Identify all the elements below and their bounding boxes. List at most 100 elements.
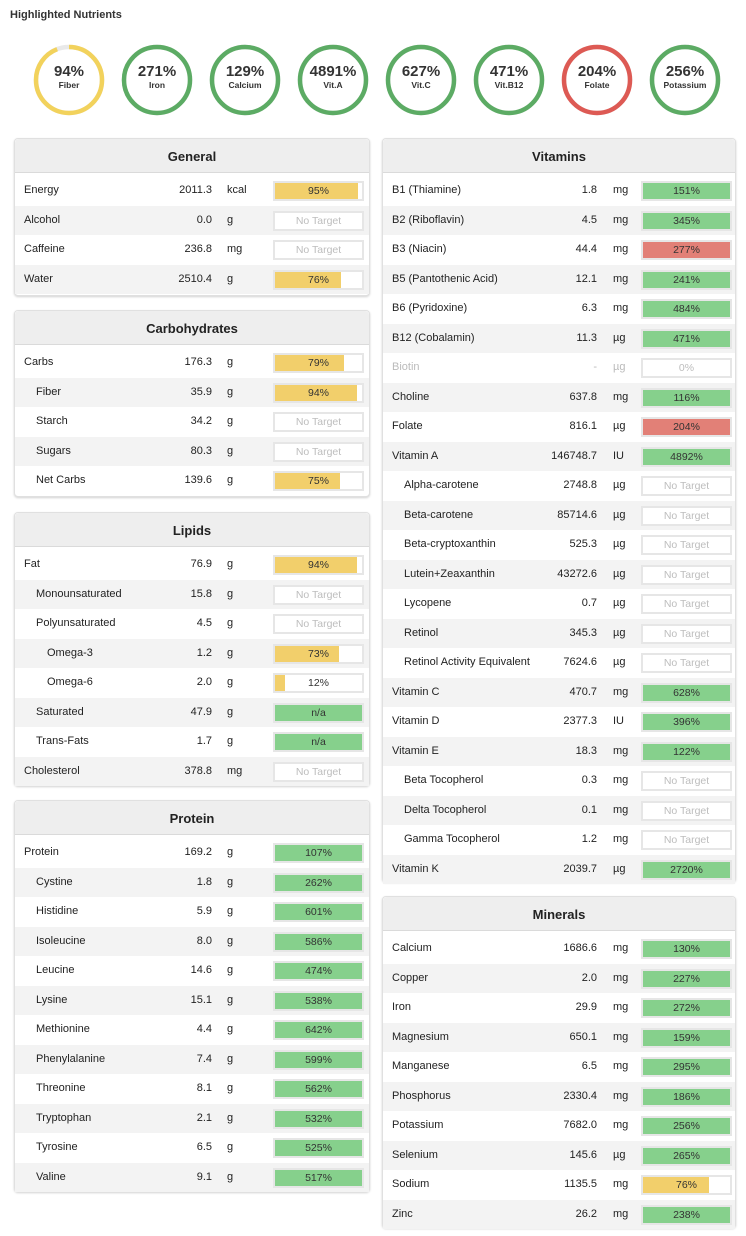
progress-label: 628% (673, 686, 700, 699)
nutrient-amount: 650.1 (569, 1030, 597, 1043)
nutrient-row[interactable]: Zinc 26.2 mg 238% (383, 1199, 735, 1229)
target-progress-bar: 238% (641, 1204, 732, 1225)
target-progress-bar: 151% (641, 181, 732, 201)
nutrient-row[interactable]: Protein 169.2 g 107% (15, 838, 369, 868)
nutrient-row[interactable]: Fat 76.9 g 94% (15, 550, 369, 580)
nutrient-row[interactable]: Vitamin D 2377.3 IU 396% (383, 707, 735, 737)
nutrient-row[interactable]: Phenylalanine 7.4 g 599% (15, 1044, 369, 1074)
nutrient-row[interactable]: Delta Tocopherol 0.1 mg No Target (383, 795, 735, 825)
ring-progress (473, 44, 545, 116)
nutrient-row[interactable]: Methionine 4.4 g 642% (15, 1015, 369, 1045)
nutrient-row[interactable]: Selenium 145.6 µg 265% (383, 1140, 735, 1170)
nutrient-row[interactable]: Histidine 5.9 g 601% (15, 897, 369, 927)
nutrient-row[interactable]: Vitamin E 18.3 mg 122% (383, 736, 735, 766)
target-progress-bar: 265% (641, 1145, 732, 1166)
nutrient-unit: mg (613, 833, 629, 845)
nutrient-row[interactable]: Polyunsaturated 4.5 g No Target (15, 609, 369, 639)
nutrient-row[interactable]: Caffeine 236.8 mg No Target (15, 235, 369, 265)
progress-label: No Target (663, 568, 710, 581)
nutrient-row[interactable]: Fiber 35.9 g 94% (15, 377, 369, 407)
nutrient-row[interactable]: Tyrosine 6.5 g 525% (15, 1133, 369, 1163)
nutrient-name: B6 (Pyridoxine) (392, 302, 468, 314)
nutrient-row[interactable]: Vitamin C 470.7 mg 628% (383, 677, 735, 707)
nutrient-row[interactable]: Folate 816.1 µg 204% (383, 412, 735, 442)
nutrient-unit: µg (613, 508, 626, 521)
nutrient-row[interactable]: Sodium 1135.5 mg 76% (383, 1170, 735, 1200)
ring-label: Folate (584, 80, 610, 90)
nutrient-name: B3 (Niacin) (392, 243, 447, 255)
nutrient-row[interactable]: Magnesium 650.1 mg 159% (383, 1022, 735, 1052)
nutrient-row[interactable]: Beta-carotene 85714.6 µg No Target (383, 500, 735, 530)
nutrient-row[interactable]: Carbs 176.3 g 79% (15, 348, 369, 378)
nutrient-row[interactable]: Potassium 7682.0 mg 256% (383, 1111, 735, 1141)
nutrient-row[interactable]: B5 (Pantothenic Acid) 12.1 mg 241% (383, 264, 735, 294)
nutrient-row[interactable]: B3 (Niacin) 44.4 mg 277% (383, 235, 735, 265)
nutrient-ring-folate: 204% Folate (559, 42, 635, 118)
nutrient-unit: mg (227, 764, 243, 777)
nutrient-name: Lutein+Zeaxanthin (404, 567, 495, 580)
nutrient-row[interactable]: Cystine 1.8 g 262% (15, 867, 369, 897)
nutrient-row[interactable]: Sugars 80.3 g No Target (15, 436, 369, 466)
nutrient-row[interactable]: Retinol 345.3 µg No Target (383, 618, 735, 648)
nutrient-row[interactable]: Omega-6 2.0 g 12% (15, 668, 369, 698)
nutrient-row[interactable]: Cholesterol 378.8 mg No Target (15, 756, 369, 786)
nutrient-row[interactable]: B6 (Pyridoxine) 6.3 mg 484% (383, 294, 735, 324)
nutrient-row[interactable]: Copper 2.0 mg 227% (383, 963, 735, 993)
nutrient-row[interactable]: Choline 637.8 mg 116% (383, 382, 735, 412)
target-progress-bar: 204% (641, 417, 732, 437)
nutrient-row[interactable]: Beta Tocopherol 0.3 mg No Target (383, 766, 735, 796)
target-progress-bar: 474% (273, 961, 364, 981)
nutrient-row[interactable]: Phosphorus 2330.4 mg 186% (383, 1081, 735, 1111)
progress-fill (275, 557, 357, 573)
nutrient-row[interactable]: Water 2510.4 g 76% (15, 264, 369, 294)
nutrient-unit: g (227, 705, 234, 718)
progress-fill (275, 874, 362, 891)
nutrient-row[interactable]: Valine 9.1 g 517% (15, 1162, 369, 1192)
nutrient-unit: g (227, 474, 234, 486)
target-progress-bar: No Target (273, 441, 364, 462)
nutrient-row[interactable]: Omega-3 1.2 g 73% (15, 638, 369, 668)
nutrient-row[interactable]: Iron 29.9 mg 272% (383, 993, 735, 1023)
ring-gauge (385, 44, 457, 116)
target-progress-bar: 599% (273, 1049, 364, 1070)
nutrient-row[interactable]: Monounsaturated 15.8 g No Target (15, 579, 369, 609)
nutrient-row[interactable]: Energy 2011.3 kcal 95% (15, 176, 369, 206)
nutrient-row[interactable]: Saturated 47.9 g n/a (15, 697, 369, 727)
nutrient-row[interactable]: Net Carbs 139.6 g 75% (15, 466, 369, 496)
nutrient-row[interactable]: Alpha-carotene 2748.8 µg No Target (383, 471, 735, 501)
nutrient-amount: 146748.7 (551, 449, 597, 462)
progress-label: 122% (673, 745, 700, 758)
progress-label: 262% (305, 876, 332, 889)
nutrient-unit: µg (613, 420, 626, 432)
nutrient-row[interactable]: Tryptophan 2.1 g 532% (15, 1103, 369, 1133)
nutrient-row[interactable]: Leucine 14.6 g 474% (15, 956, 369, 986)
nutrient-name: Omega-3 (47, 646, 93, 659)
nutrient-row[interactable]: Isoleucine 8.0 g 586% (15, 926, 369, 956)
nutrient-unit: mg (613, 184, 629, 196)
nutrient-row[interactable]: B2 (Riboflavin) 4.5 mg 345% (383, 205, 735, 235)
nutrient-row[interactable]: Starch 34.2 g No Target (15, 407, 369, 437)
nutrient-row[interactable]: Trans-Fats 1.7 g n/a (15, 727, 369, 757)
nutrient-row[interactable]: B1 (Thiamine) 1.8 mg 151% (383, 176, 735, 206)
nutrient-row[interactable]: Calcium 1686.6 mg 130% (383, 934, 735, 964)
nutrient-row[interactable]: Threonine 8.1 g 562% (15, 1074, 369, 1104)
nutrient-row[interactable]: Lysine 15.1 g 538% (15, 985, 369, 1015)
nutrient-name: Phosphorus (392, 1089, 451, 1102)
nutrient-row[interactable]: B12 (Cobalamin) 11.3 µg 471% (383, 323, 735, 353)
nutrient-name: Beta-cryptoxanthin (404, 538, 496, 550)
nutrient-row[interactable]: Lycopene 0.7 µg No Target (383, 589, 735, 619)
nutrient-row[interactable]: Retinol Activity Equivalent 7624.6 µg No Ta… (383, 648, 735, 678)
nutrient-row[interactable]: Manganese 6.5 mg 295% (383, 1052, 735, 1082)
nutrient-rows: B1 (Thiamine) 1.8 mg 151% B2 (Riboflavin) 4.5… (383, 173, 735, 888)
nutrient-unit: µg (613, 626, 626, 639)
nutrient-row[interactable]: Vitamin A 146748.7 IU 4892% (383, 441, 735, 471)
nutrient-row[interactable]: Gamma Tocopherol 1.2 mg No Target (383, 825, 735, 855)
nutrient-row[interactable]: Vitamin K 2039.7 µg 2720% (383, 854, 735, 884)
nutrient-row[interactable]: Lutein+Zeaxanthin 43272.6 µg No Target (383, 559, 735, 589)
nutrient-row[interactable]: Biotin - µg 0% (383, 353, 735, 383)
nutrient-row[interactable]: Alcohol 0.0 g No Target (15, 205, 369, 235)
nutrient-row[interactable]: Beta-cryptoxanthin 525.3 µg No Target (383, 530, 735, 560)
nutrient-name: Caffeine (24, 243, 65, 255)
progress-label: 76% (307, 273, 329, 286)
target-progress-bar: 116% (641, 387, 732, 408)
